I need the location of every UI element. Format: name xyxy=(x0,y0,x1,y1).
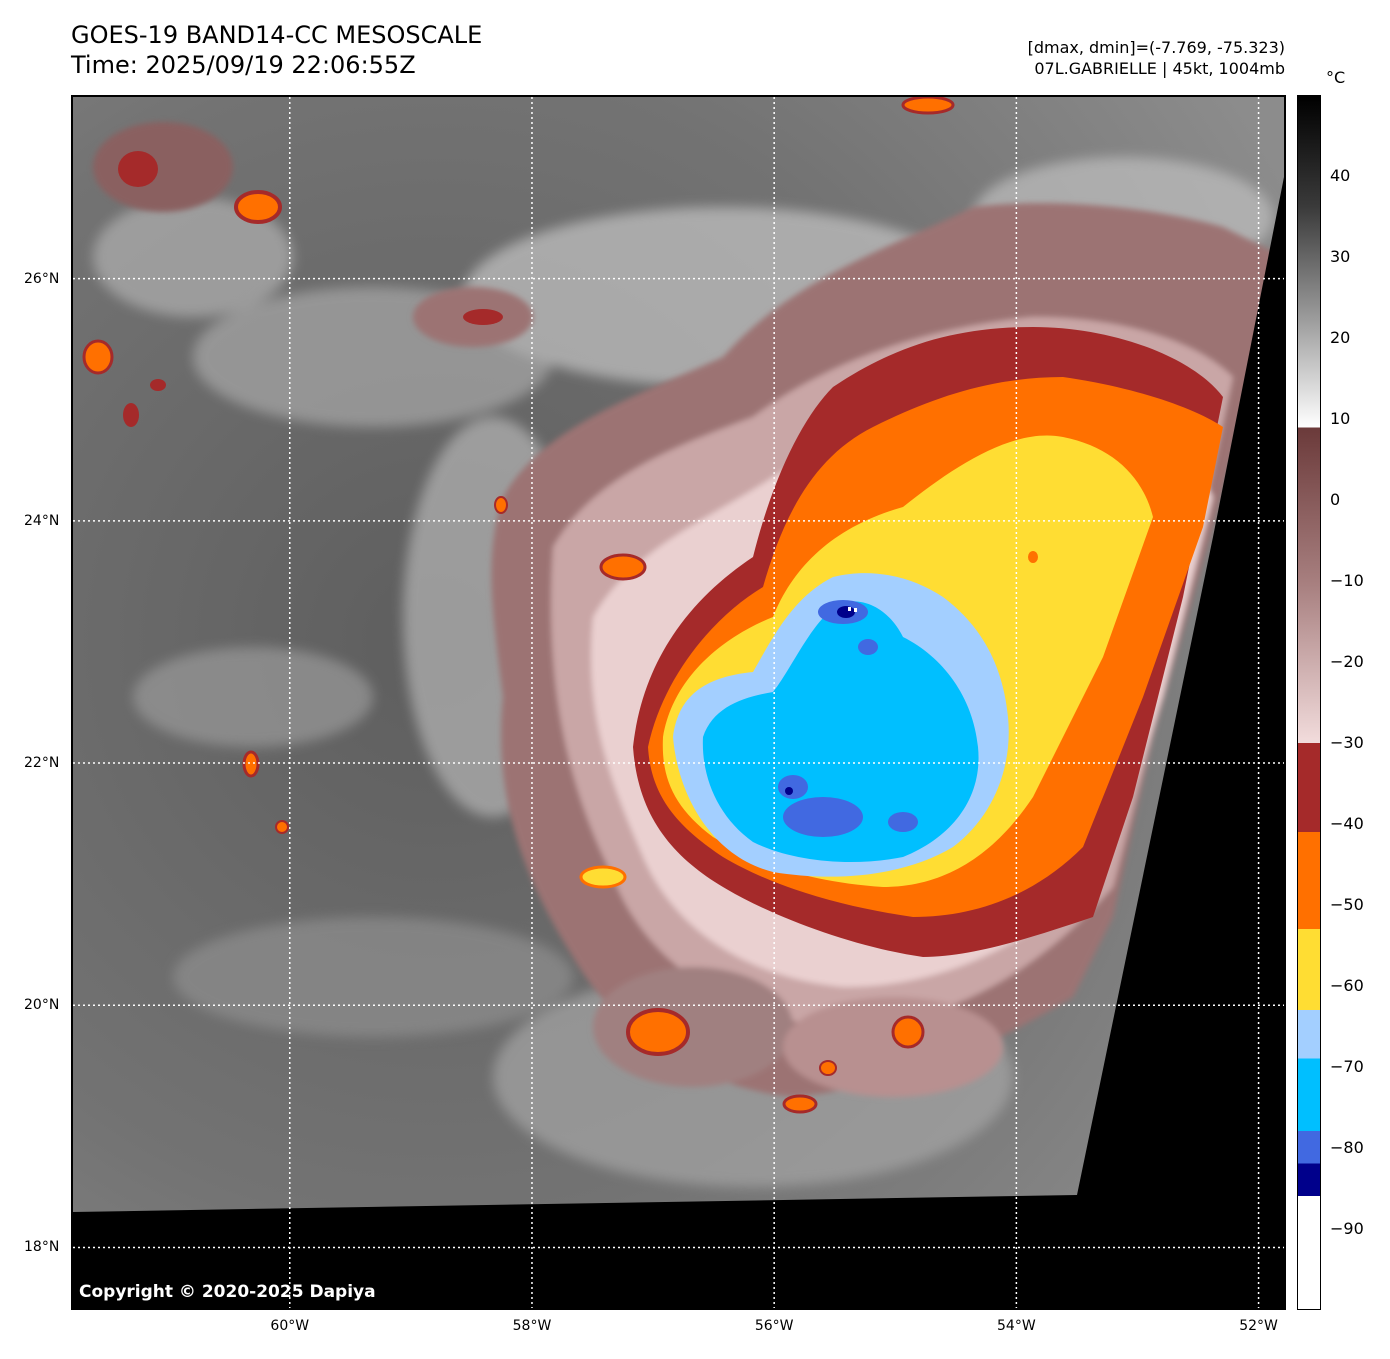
latitude-label: 22°N xyxy=(24,755,60,772)
satellite-imagery xyxy=(73,97,1284,1308)
latitude-label: 26°N xyxy=(24,270,60,287)
longitude-label: 56°W xyxy=(754,1318,794,1334)
copyright-text: Copyright © 2020-2025 Dapiya xyxy=(79,1282,376,1302)
colorbar-tick-label: −70 xyxy=(1330,1057,1364,1076)
dmax-dmin-text: [dmax, dmin]=(-7.769, -75.323) xyxy=(1027,38,1285,57)
cloud-top-cyan xyxy=(702,601,979,862)
colorbar-tick-label: −50 xyxy=(1330,895,1364,914)
colorbar-unit: °C xyxy=(1326,68,1346,87)
scattered-convective-cells xyxy=(82,97,1038,1114)
satellite-map: Copyright © 2020-2025 Dapiya xyxy=(71,95,1286,1310)
gridlines xyxy=(73,97,1284,1308)
colorbar-tick-label: −10 xyxy=(1330,571,1364,590)
title-line-product: GOES-19 BAND14-CC MESOSCALE xyxy=(71,21,483,49)
chart-title: GOES-19 BAND14-CC MESOSCALE Time: 2025/0… xyxy=(71,20,482,80)
colorbar-tick-label: 40 xyxy=(1330,166,1351,185)
longitude-label: 52°W xyxy=(1239,1318,1278,1334)
longitude-label: 58°W xyxy=(512,1318,552,1334)
colorbar xyxy=(1297,95,1321,1310)
colorbar-tick-label: −90 xyxy=(1330,1219,1364,1238)
colorbar-tick-label: −20 xyxy=(1330,652,1364,671)
colorbar-tick-label: −30 xyxy=(1330,733,1364,752)
longitude-label: 60°W xyxy=(270,1318,310,1334)
storm-info-text: 07L.GABRIELLE | 45kt, 1004mb xyxy=(1034,59,1285,78)
latitude-label: 20°N xyxy=(24,997,60,1014)
colorbar-tick-label: 10 xyxy=(1330,409,1351,428)
colorbar-tick-label: 0 xyxy=(1330,490,1341,509)
latitude-label: 18°N xyxy=(24,1239,60,1256)
colorbar-tick-label: −60 xyxy=(1330,976,1364,995)
storm-meta: [dmax, dmin]=(-7.769, -75.323) 07L.GABRI… xyxy=(1028,37,1285,79)
title-line-time: Time: 2025/09/19 22:06:55Z xyxy=(71,51,416,79)
longitude-label: 54°W xyxy=(997,1318,1036,1334)
colorbar-tick-label: 20 xyxy=(1330,328,1351,347)
cloud-top-royal-blue xyxy=(778,600,918,837)
colorbar-tick-label: −80 xyxy=(1330,1138,1364,1157)
latitude-label: 24°N xyxy=(24,512,60,529)
colorbar-tick-label: −40 xyxy=(1330,814,1364,833)
cloud-top-white xyxy=(848,607,857,612)
colorbar-tick-label: 30 xyxy=(1330,247,1351,266)
no-data-region xyxy=(73,177,1284,1308)
